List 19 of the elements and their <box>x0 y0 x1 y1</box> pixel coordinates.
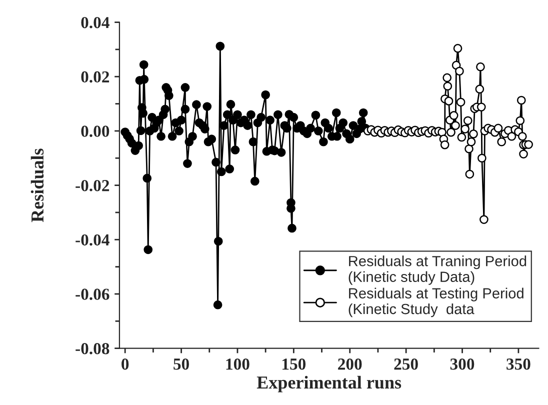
x-tick-label: 50 <box>174 358 189 370</box>
y-axis-title: Residuals <box>30 148 44 222</box>
y-tick-label: 0.02 <box>81 71 110 83</box>
y-tick-label: -0.08 <box>76 343 110 354</box>
x-tick-label: 250 <box>394 358 418 370</box>
x-tick-label: 0 <box>122 358 129 370</box>
y-tick-label: -0.04 <box>76 234 110 246</box>
x-tick-label: 350 <box>506 358 530 370</box>
x-axis-title: Experimental runs <box>256 376 402 392</box>
x-tick-label: 300 <box>450 358 474 370</box>
legend-label: Residuals at Testing Period (Kinetic Study data <box>348 288 524 318</box>
x-tick-label: 150 <box>282 358 306 370</box>
x-tick-label: 100 <box>226 358 250 370</box>
y-tick-label: 0.00 <box>81 126 110 137</box>
y-tick-label: 0.04 <box>81 16 110 28</box>
y-tick-label: -0.02 <box>76 180 110 192</box>
x-tick-label: 200 <box>338 358 362 370</box>
y-tick-label: -0.06 <box>76 288 110 300</box>
legend-label: Residuals at Traning Period (Kinetic study Data) <box>348 256 526 285</box>
